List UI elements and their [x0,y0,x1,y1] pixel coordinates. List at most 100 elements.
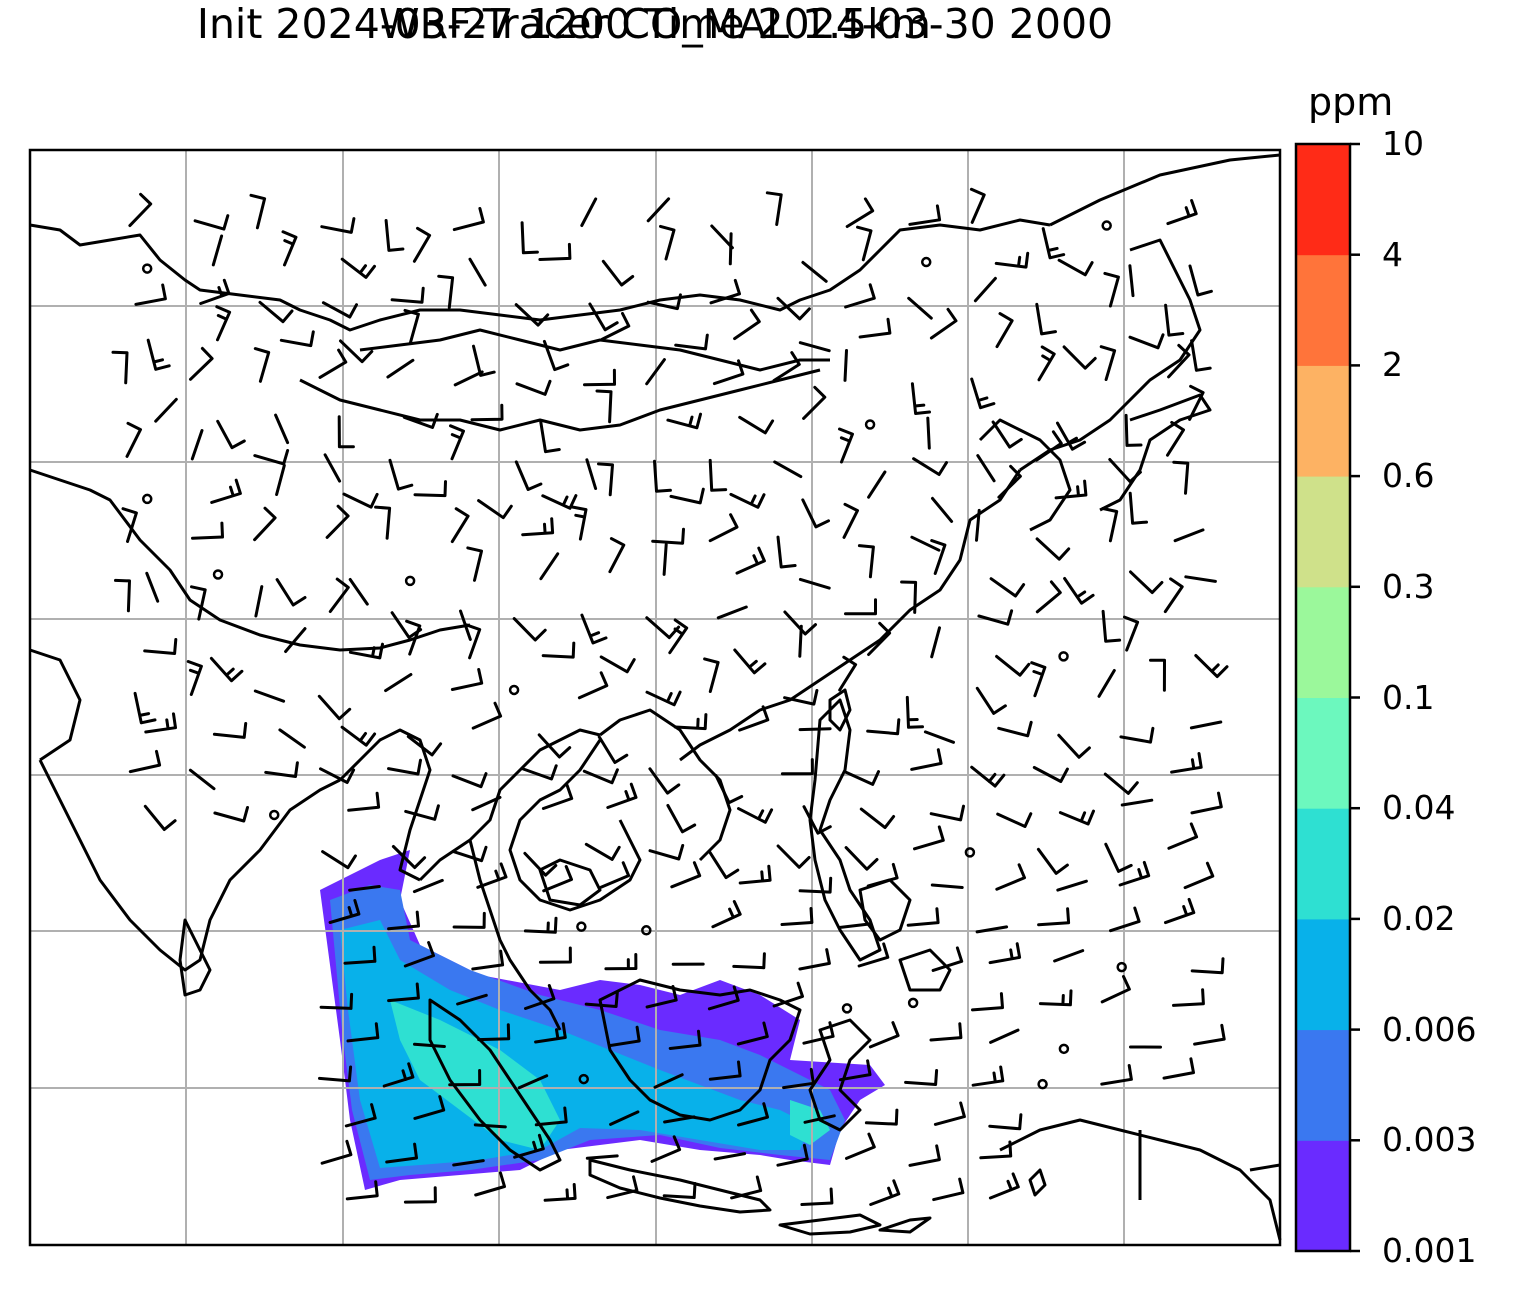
wind-barb [989,577,1026,598]
wind-barb [342,492,379,509]
wind-barb [866,862,899,888]
wind-barb [595,389,613,424]
wind-barb [1194,654,1229,679]
wind-barb [128,192,153,228]
wind-barb [523,851,558,877]
wind-barb [1101,507,1119,543]
calm-wind-marker [1116,961,1127,973]
wind-barb [577,671,609,700]
colorbar-tick-label: 0.3 [1382,566,1435,606]
wind-barb [210,478,242,504]
wind-barb [648,844,685,861]
chart-title-line-2: Init 2024-03-27 1200 Time 2024-03-30 200… [196,0,1114,48]
wind-barb [907,296,933,320]
wind-barb [668,618,689,655]
wind-barb [191,521,224,540]
coastline-segment [338,728,432,882]
wind-barb [1041,227,1066,260]
wind-barb [843,770,880,786]
coastline-segment [29,468,471,652]
wind-barb [476,862,508,889]
wind-barb [451,845,488,863]
wind-barb [199,278,231,305]
wind-barb [406,735,443,757]
wind-barb [524,984,556,1010]
wind-barb [1035,537,1071,561]
wind-barb [601,259,635,287]
wind-barb [1035,302,1057,336]
wind-barb [325,504,350,539]
wind-barb [1056,879,1088,892]
wind-barb [215,305,232,342]
wind-barb [317,694,352,721]
wind-barb [776,535,797,569]
wind-barb [1129,570,1164,595]
wind-barb [977,609,1014,626]
wind-barb [1172,988,1205,1007]
wind-barb [340,725,377,747]
wind-barb [318,1065,353,1083]
wind-barb [339,339,374,364]
wind-barb [646,293,682,311]
calm-wind-marker [212,569,224,580]
colorbar [1294,142,1360,1253]
wind-barb [143,638,178,655]
colorbar-tick-label: 10 [1382,124,1424,163]
wind-barb [134,283,167,306]
calm-wind-marker [907,997,919,1009]
wind-barb [838,655,858,692]
coastline-segment [1099,393,1212,512]
wind-barb [580,197,598,227]
wind-barb [258,300,294,324]
coastline-segment [878,1216,932,1234]
wind-barb [534,1022,567,1044]
wind-barb [730,1175,763,1200]
wind-barb [708,1060,742,1081]
wind-barb [128,749,162,774]
wind-barb [542,865,573,893]
wind-barb [1057,733,1091,759]
wind-barb [542,339,570,372]
wind-barb [600,312,631,341]
calm-wind-marker [841,1003,853,1014]
calm-wind-marker [508,684,520,696]
wind-barb [1193,1023,1226,1046]
wind-barb [517,1074,549,1090]
wind-barb [650,1135,682,1163]
wind-barb [929,804,965,822]
wind-barb [114,578,131,613]
colorbar-segment [1296,365,1350,477]
wind-barb [997,720,1033,738]
wind-barb [584,991,619,1008]
wind-barb [474,1171,506,1197]
wind-barb [926,416,931,450]
wind-barb [193,214,230,231]
wind-barb [1123,615,1140,652]
wind-barb [213,806,249,823]
wind-barb [979,1140,1013,1160]
wind-barb [802,1021,835,1045]
calm-wind-marker [404,575,416,587]
wind-barb [929,1022,963,1042]
wind-barb [471,949,505,971]
wind-barb [663,1115,696,1124]
wind-barb [737,807,774,824]
wind-barb [867,470,887,499]
colorbar-segment [1296,476,1350,588]
wind-barb [254,585,264,618]
wind-barb [930,539,947,575]
wind-barb [111,350,129,385]
wind-barb [1035,580,1062,614]
wind-barb [537,733,572,759]
wind-barb [1162,1057,1195,1080]
wind-barb [908,204,942,226]
wind-barb [606,782,638,809]
wind-barb [512,617,547,642]
wind-barb [971,1065,1005,1087]
wind-barb [543,1183,577,1202]
wind-barb [1038,989,1073,1007]
wind-barb [452,207,485,232]
wind-barb [1128,333,1165,350]
calm-wind-marker [1101,220,1112,231]
wind-barb [212,722,248,739]
